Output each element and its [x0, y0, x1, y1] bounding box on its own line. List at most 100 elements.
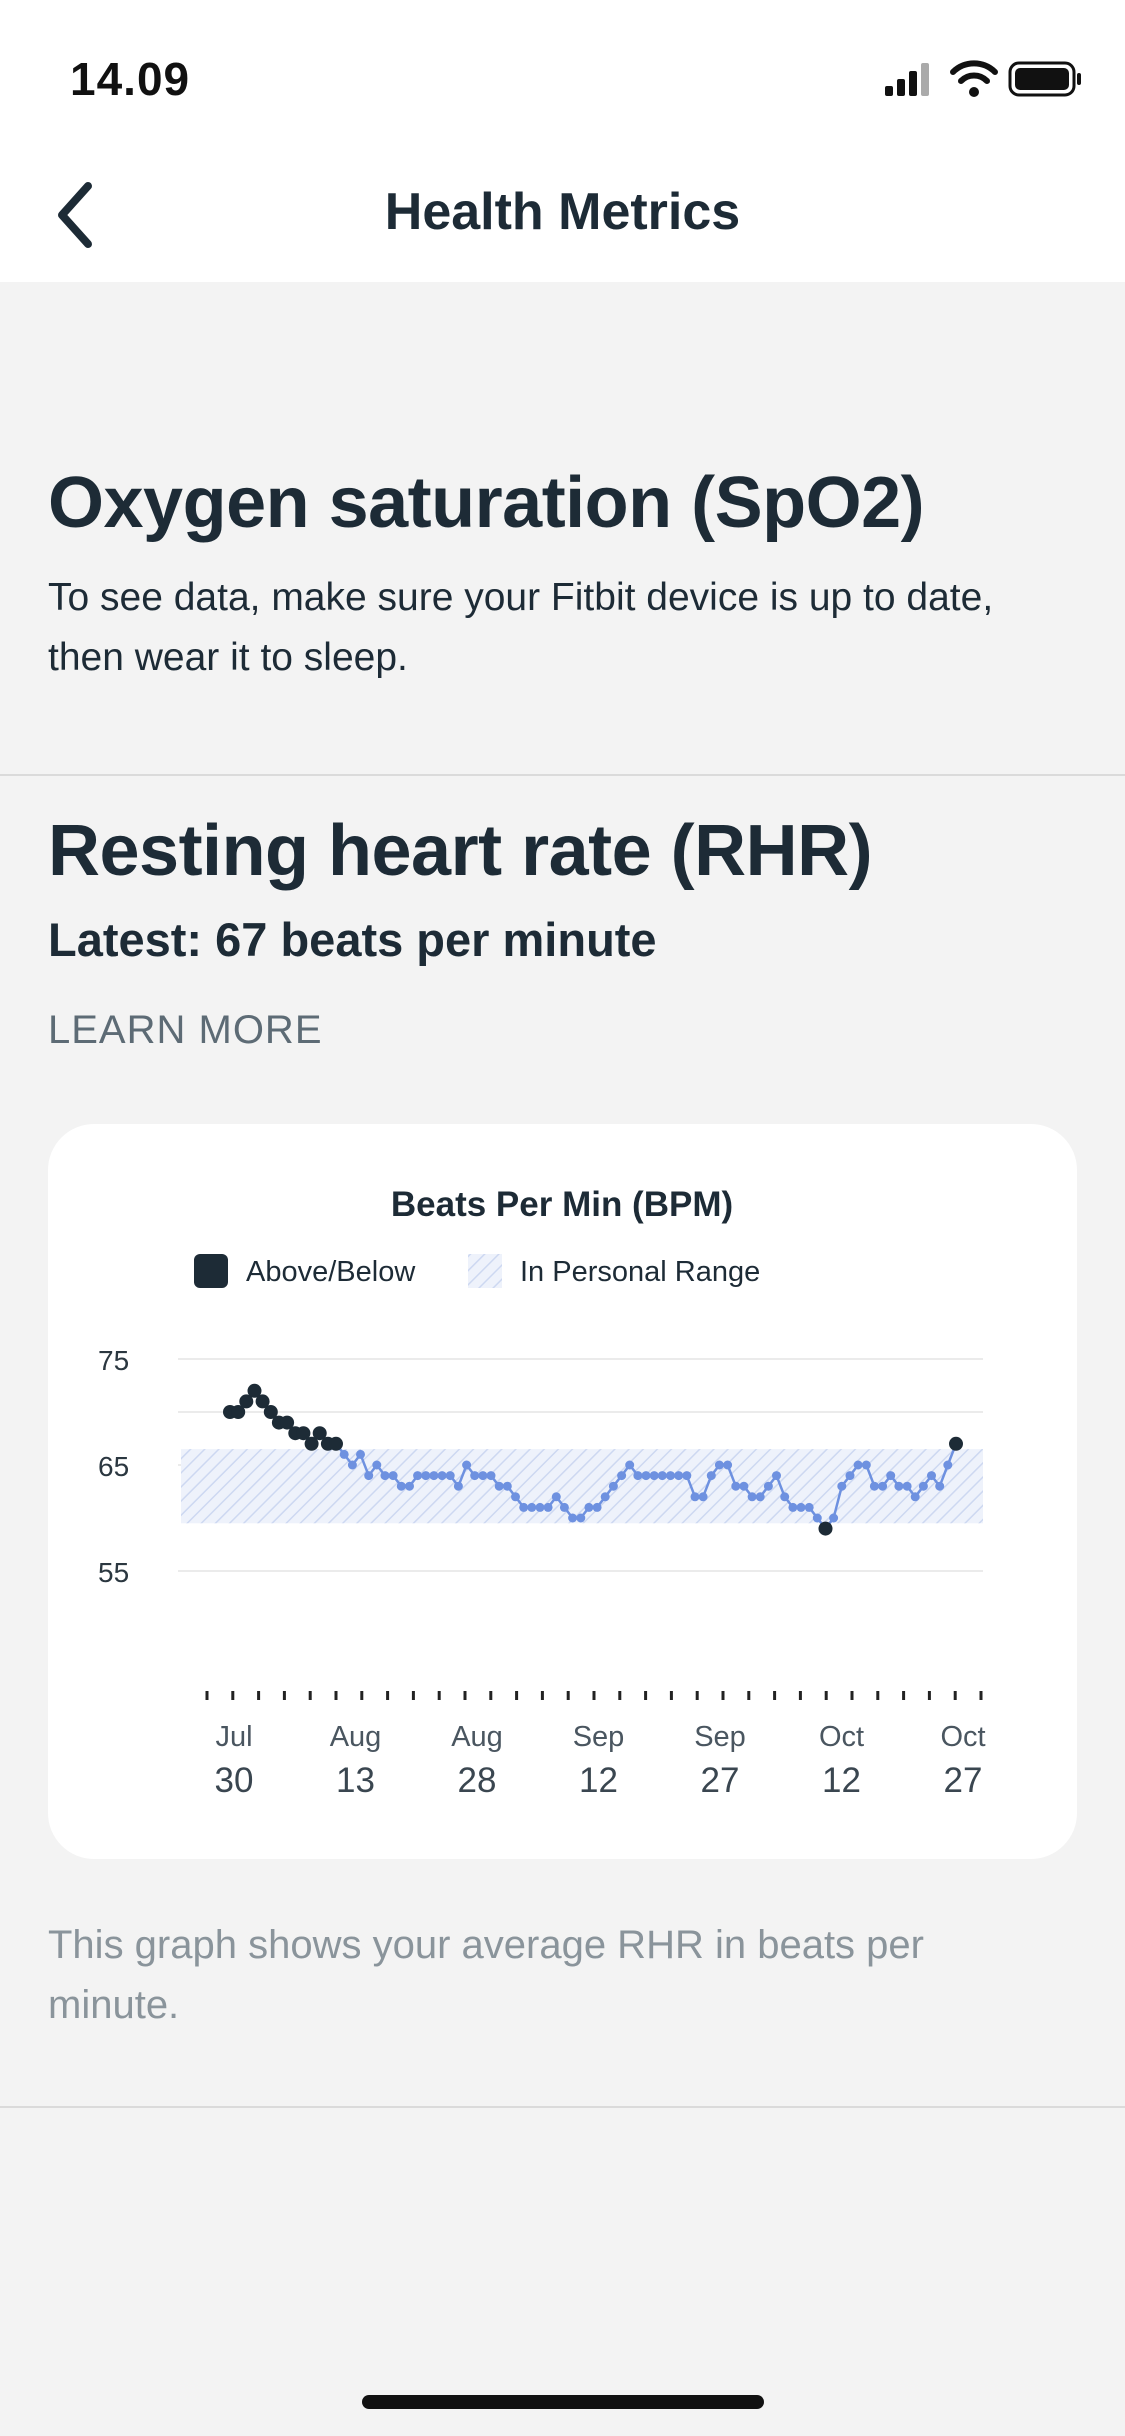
status-time: 14.09: [70, 53, 191, 105]
rhr-title: Resting heart rate (RHR): [48, 811, 873, 891]
in-range-point: [347, 1460, 357, 1470]
wifi-icon: [950, 60, 998, 97]
in-range-point: [845, 1471, 855, 1481]
chart-y-ticks: 75 65 55: [98, 1345, 129, 1588]
in-range-point: [600, 1492, 610, 1502]
in-range-point: [812, 1513, 822, 1523]
in-range-point: [608, 1481, 618, 1491]
legend-label-above-below: Above/Below: [246, 1256, 416, 1288]
in-range-point: [641, 1471, 651, 1481]
y-tick-label: 75: [98, 1345, 129, 1376]
in-range-point: [568, 1513, 578, 1523]
in-range-point: [772, 1471, 781, 1481]
above-below-point: [304, 1436, 319, 1451]
above-below-point: [818, 1521, 833, 1536]
in-range-point: [592, 1502, 602, 1512]
in-range-point: [617, 1471, 627, 1481]
chart-x-axis: Jul 30 Aug 13 Aug 28 Sep 12 Sep 27 Oct 12 Oct 27: [205, 1691, 986, 1800]
in-range-point: [918, 1481, 928, 1491]
in-range-point: [886, 1471, 896, 1481]
above-below-point: [296, 1426, 311, 1441]
rhr-graph-note: This graph shows your average RHR in bea…: [48, 1923, 924, 2027]
x-tick-day: 27: [701, 1761, 740, 1800]
in-range-point: [804, 1502, 814, 1512]
in-range-point: [869, 1481, 879, 1491]
above-below-point: [231, 1405, 246, 1419]
in-range-point: [698, 1492, 708, 1502]
section-divider: [0, 774, 1125, 776]
above-below-point: [255, 1394, 270, 1409]
legend-swatch-personal-range: [468, 1254, 502, 1288]
chevron-left-icon: [58, 182, 92, 248]
in-range-point: [649, 1471, 659, 1481]
x-tick-day: 27: [944, 1761, 983, 1800]
in-range-point: [502, 1481, 512, 1491]
in-range-point: [731, 1481, 741, 1491]
in-range-point: [682, 1471, 692, 1481]
rhr-latest-value: Latest: 67 beats per minute: [48, 913, 657, 966]
above-below-point: [949, 1436, 963, 1451]
learn-more-link[interactable]: LEARN MORE: [48, 1008, 323, 1052]
above-below-point: [263, 1405, 278, 1419]
in-range-point: [910, 1492, 920, 1502]
above-below-point: [312, 1426, 327, 1441]
in-range-point: [723, 1460, 733, 1470]
legend-label-personal-range: In Personal Range: [520, 1256, 760, 1288]
in-range-point: [625, 1460, 635, 1470]
in-range-point: [666, 1471, 675, 1481]
status-icons: [885, 60, 1081, 97]
in-range-point: [894, 1481, 904, 1491]
in-range-point: [437, 1471, 447, 1481]
in-range-point: [853, 1460, 863, 1470]
in-range-point: [714, 1460, 724, 1470]
in-range-point: [837, 1481, 847, 1491]
y-tick-label: 55: [98, 1557, 129, 1588]
in-range-point: [747, 1492, 757, 1502]
x-tick-month: Sep: [573, 1721, 625, 1753]
in-range-point: [396, 1481, 406, 1491]
rhr-chart: Beats Per Min (BPM) Above/Below In Perso…: [98, 1185, 986, 1800]
back-button[interactable]: [30, 170, 120, 260]
in-range-point: [763, 1481, 773, 1491]
status-bar: 14.09: [0, 0, 1125, 150]
x-tick-month: Oct: [819, 1721, 864, 1753]
in-range-point: [690, 1492, 700, 1502]
in-range-point: [478, 1471, 488, 1481]
in-range-point: [584, 1502, 594, 1512]
x-tick-day: 28: [458, 1761, 497, 1800]
in-range-point: [739, 1481, 749, 1491]
above-below-point: [280, 1415, 295, 1430]
chart-points: [223, 1383, 963, 1536]
x-tick-month: Jul: [215, 1721, 252, 1753]
x-tick-month: Aug: [330, 1721, 382, 1753]
chart-title: Beats Per Min (BPM): [391, 1185, 733, 1224]
in-range-point: [519, 1502, 529, 1512]
x-tick-day: 12: [822, 1761, 861, 1800]
in-range-point: [902, 1481, 912, 1491]
x-tick-month: Oct: [940, 1721, 985, 1753]
in-range-point: [543, 1502, 553, 1512]
spo2-title: Oxygen saturation (SpO2): [48, 463, 925, 543]
chart-range-band: [181, 1449, 983, 1524]
in-range-point: [405, 1481, 414, 1491]
x-tick-day: 30: [215, 1761, 254, 1800]
in-range-point: [388, 1471, 398, 1481]
in-range-point: [551, 1492, 561, 1502]
in-range-point: [372, 1460, 382, 1470]
section-divider: [0, 2106, 1125, 2108]
in-range-point: [511, 1492, 520, 1502]
in-range-point: [755, 1492, 765, 1502]
in-range-point: [576, 1513, 586, 1523]
in-range-point: [706, 1471, 716, 1481]
in-range-point: [674, 1471, 684, 1481]
in-range-point: [535, 1502, 545, 1512]
in-range-point: [657, 1471, 667, 1481]
in-range-point: [788, 1502, 798, 1512]
nav-bar: Health Metrics: [0, 150, 1125, 282]
in-range-point: [796, 1502, 806, 1512]
above-below-point: [329, 1436, 343, 1451]
in-range-point: [421, 1471, 431, 1481]
in-range-point: [527, 1502, 537, 1512]
in-range-point: [429, 1471, 439, 1481]
x-tick-day: 13: [336, 1761, 375, 1800]
